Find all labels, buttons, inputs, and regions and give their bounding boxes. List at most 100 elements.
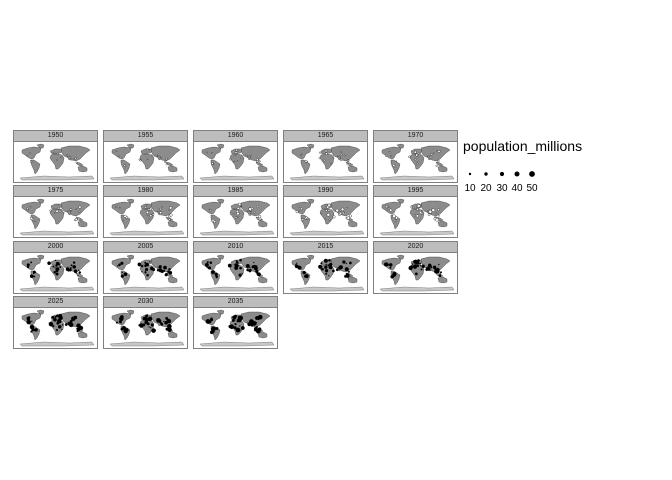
country-landmass: [150, 256, 181, 272]
population-point: [392, 164, 396, 167]
country-landmass: [409, 264, 425, 280]
antarctica-landmass: [19, 175, 95, 181]
population-point: [121, 271, 123, 273]
population-point: [234, 317, 236, 320]
population-point: [328, 274, 330, 276]
world-map: [289, 199, 365, 236]
legend-key-30: [499, 171, 505, 177]
population-point: [159, 211, 162, 215]
population-point: [123, 164, 126, 167]
facet-panel-2005: 2005: [103, 240, 188, 294]
population-point: [427, 213, 431, 217]
population-point: [248, 207, 252, 211]
country-landmass: [21, 146, 42, 160]
population-point: [325, 263, 327, 265]
population-point: [435, 218, 439, 222]
population-point: [256, 328, 259, 330]
population-point: [255, 315, 259, 320]
population-point: [158, 264, 161, 267]
facet-strip-label: 2015: [284, 241, 367, 253]
population-point: [383, 261, 389, 267]
population-point: [68, 322, 74, 327]
population-point: [56, 204, 59, 207]
country-landmass: [347, 276, 358, 283]
population-point: [166, 318, 172, 324]
population-point: [149, 214, 153, 218]
antarctica-landmass: [199, 286, 275, 291]
population-point: [29, 324, 35, 330]
country-landmass: [246, 155, 252, 161]
population-point: [229, 213, 233, 216]
population-point: [29, 206, 32, 208]
population-point: [417, 161, 420, 164]
country-landmass: [140, 148, 154, 155]
population-point: [206, 151, 208, 154]
population-point: [152, 213, 155, 216]
population-point: [297, 206, 300, 208]
population-point: [59, 207, 63, 211]
country-landmass: [319, 209, 335, 225]
population-point: [58, 313, 63, 318]
population-point: [53, 212, 56, 214]
country-landmass: [77, 165, 88, 173]
population-point: [47, 260, 51, 265]
population-point: [52, 265, 55, 268]
country-landmass: [229, 209, 245, 225]
population-point: [69, 319, 72, 322]
population-point: [395, 160, 397, 162]
facet-panel-1980: 1980: [103, 185, 188, 239]
antarctica-landmass: [109, 286, 185, 291]
country-landmass: [150, 201, 181, 217]
country-landmass: [126, 254, 135, 259]
population-point: [145, 211, 150, 215]
legend-key-20: [484, 172, 488, 176]
population-point: [26, 155, 28, 157]
population-point: [298, 210, 300, 213]
population-point: [435, 164, 438, 167]
population-point: [204, 262, 209, 267]
population-point: [249, 266, 251, 268]
population-point: [410, 264, 414, 268]
population-point: [392, 214, 396, 219]
population-point: [392, 273, 396, 277]
population-point: [31, 320, 33, 322]
population-point: [168, 209, 170, 212]
country-landmass: [36, 254, 45, 259]
population-point: [55, 266, 60, 271]
population-point: [59, 265, 62, 268]
country-landmass: [30, 159, 41, 175]
population-point: [26, 262, 30, 266]
population-point: [117, 206, 120, 209]
population-point: [148, 149, 151, 151]
population-point: [232, 320, 234, 322]
population-point: [327, 209, 331, 212]
country-landmass: [216, 309, 225, 315]
population-point: [208, 209, 212, 213]
population-point: [74, 157, 77, 160]
facet-strip-label: 1950: [14, 131, 97, 142]
country-landmass: [150, 311, 181, 328]
population-point: [235, 259, 238, 262]
population-point: [325, 152, 328, 156]
population-point: [229, 158, 232, 161]
country-landmass: [257, 165, 268, 173]
facet-panel-1975: 1975: [13, 185, 98, 239]
population-point: [427, 263, 432, 267]
facet-strip-label: 1960: [194, 131, 277, 142]
population-point: [408, 155, 411, 158]
population-point: [253, 212, 256, 214]
population-point: [34, 327, 38, 332]
antarctica-landmass: [19, 341, 95, 347]
population-point: [324, 268, 327, 271]
population-point: [78, 269, 80, 271]
population-point: [233, 155, 236, 158]
population-point: [435, 212, 437, 215]
population-point: [215, 274, 219, 278]
population-point: [305, 218, 308, 220]
population-point: [122, 220, 125, 222]
population-point: [304, 274, 307, 277]
facet-strip-label: 2020: [374, 241, 457, 253]
country-landmass: [347, 165, 358, 173]
population-point: [54, 315, 57, 318]
